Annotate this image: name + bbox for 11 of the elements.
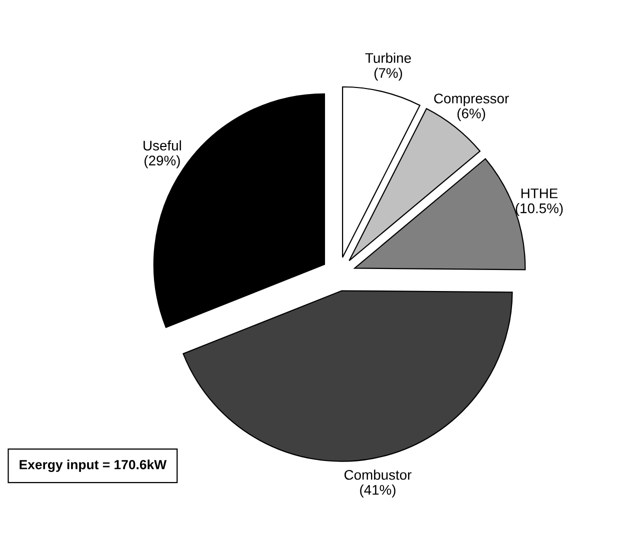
slice-label: Combustor xyxy=(344,470,412,480)
data-label: (7%) xyxy=(374,68,402,81)
slice-label: Turbine xyxy=(365,52,411,63)
text: Exergy input = 170.6kW xyxy=(20,460,167,472)
data-label: (29%) xyxy=(144,155,180,168)
data-label: (10.5%) xyxy=(516,203,563,216)
data-label: (41%) xyxy=(360,484,396,498)
slice-label: HTHE xyxy=(521,188,558,198)
slice-label: Compressor xyxy=(434,94,509,106)
slice-label: Useful xyxy=(144,140,181,151)
data-label: (6%) xyxy=(457,108,486,122)
